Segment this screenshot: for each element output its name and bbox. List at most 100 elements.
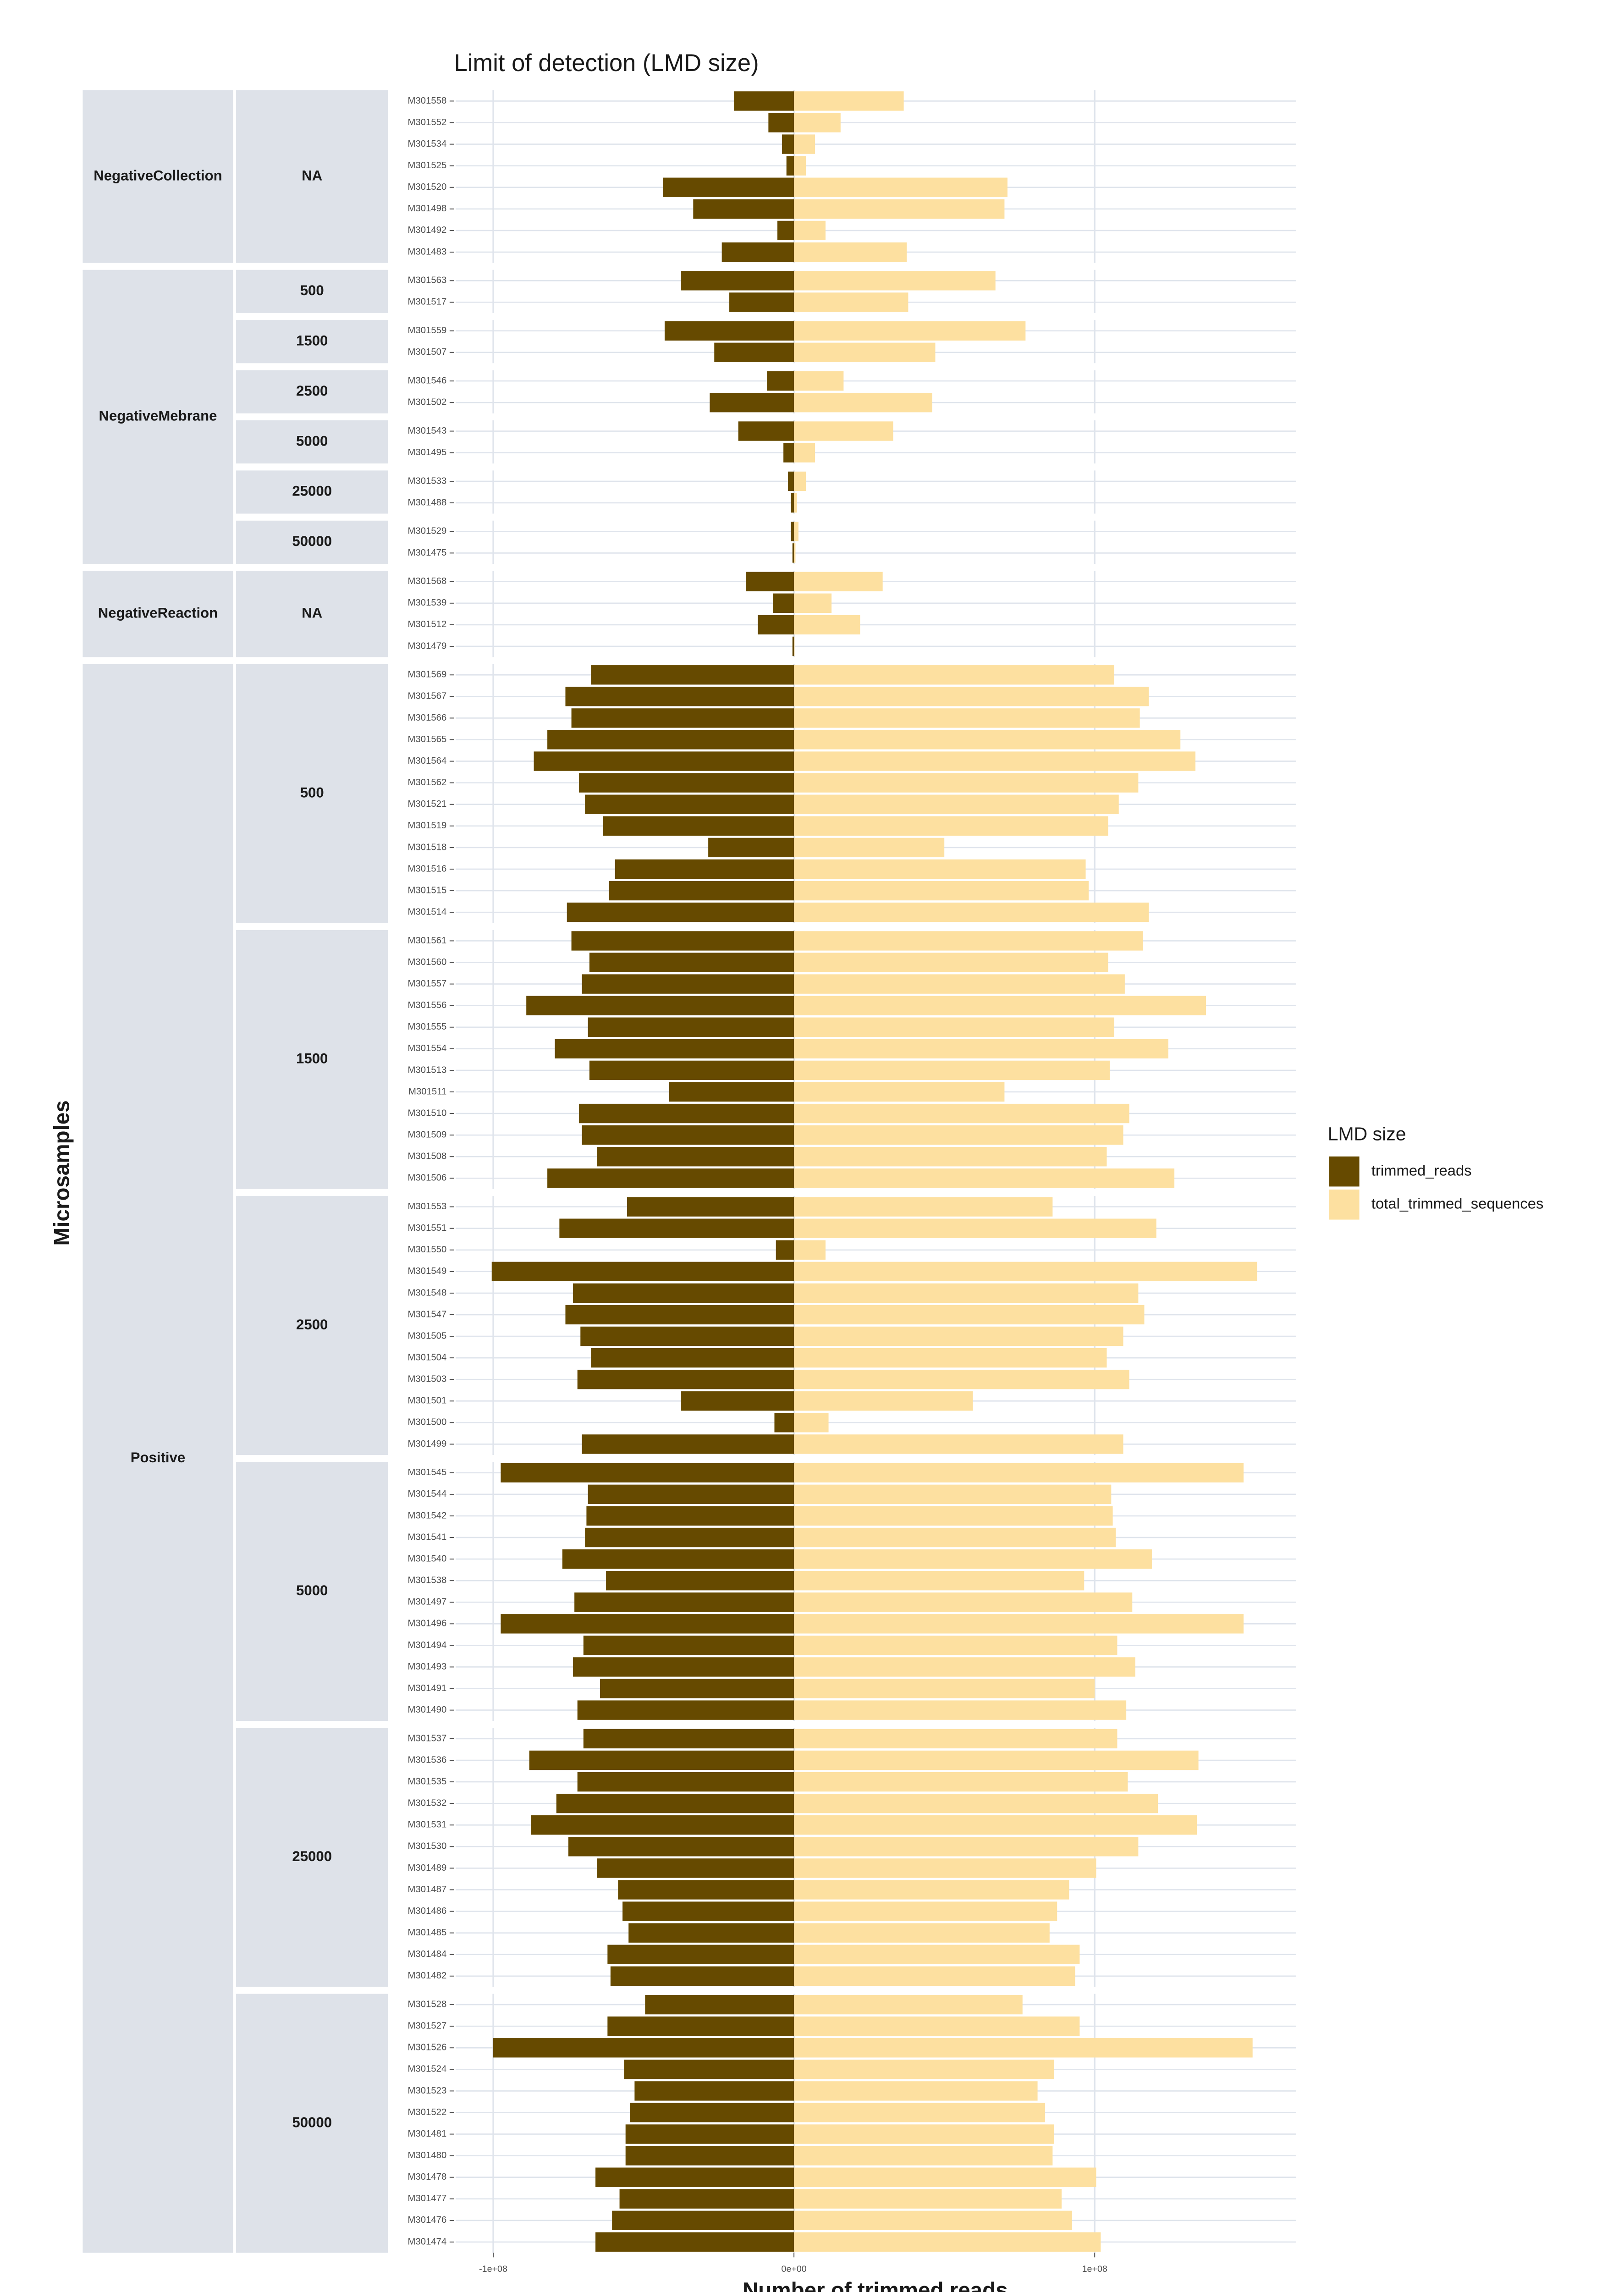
bar xyxy=(579,773,794,793)
bar xyxy=(794,1506,1113,1526)
bar xyxy=(794,1966,1075,1986)
legend-label: trimmed_reads xyxy=(1371,1162,1472,1179)
bar xyxy=(595,2167,794,2187)
y-tick-label: M301475 xyxy=(408,548,447,558)
y-tick-label: M301565 xyxy=(408,734,447,744)
y-tick-label: M301483 xyxy=(408,247,447,257)
bar xyxy=(794,199,1005,219)
bar xyxy=(794,730,1181,749)
bar xyxy=(585,794,794,814)
y-tick-label: M301511 xyxy=(408,1086,446,1096)
y-tick-label: M301539 xyxy=(408,598,447,608)
bar xyxy=(794,2146,1053,2165)
bar xyxy=(794,572,883,591)
bar xyxy=(603,816,794,836)
bar xyxy=(794,113,841,132)
bar xyxy=(794,794,1119,814)
bar xyxy=(794,902,1149,922)
legend-key xyxy=(1329,1189,1360,1220)
bar xyxy=(714,342,794,362)
bar xyxy=(794,421,893,441)
bar xyxy=(794,881,1089,901)
bar xyxy=(794,1413,829,1432)
y-tick-label: M301519 xyxy=(408,821,447,831)
y-tick-label: M301491 xyxy=(408,1683,447,1693)
bar xyxy=(794,1348,1107,1368)
bar xyxy=(794,1945,1080,1964)
bar xyxy=(794,953,1108,972)
bar xyxy=(607,1945,794,1964)
y-tick-label: M301548 xyxy=(408,1288,447,1298)
bar xyxy=(794,1125,1123,1145)
bar xyxy=(794,2167,1096,2187)
bar xyxy=(618,1880,794,1900)
bar xyxy=(794,1326,1123,1346)
bar xyxy=(794,1168,1175,1188)
bar xyxy=(794,1463,1244,1482)
bar xyxy=(794,996,1206,1015)
bar xyxy=(721,242,794,262)
y-tick-label: M301516 xyxy=(408,864,447,874)
y-tick-label: M301499 xyxy=(408,1439,447,1449)
bar xyxy=(794,2060,1054,2079)
bar xyxy=(794,392,932,413)
bar xyxy=(794,1197,1053,1217)
bar xyxy=(794,91,904,111)
y-tick-label: M301507 xyxy=(408,347,447,357)
bar xyxy=(582,1434,794,1454)
bar xyxy=(794,615,860,635)
panel-strip xyxy=(236,370,388,413)
y-tick-label: M301567 xyxy=(408,691,447,701)
y-tick-label: M301478 xyxy=(408,2172,447,2182)
y-tick-label: M301557 xyxy=(408,979,447,989)
y-tick-label: M301550 xyxy=(408,1245,447,1255)
y-tick-label: M301564 xyxy=(408,756,447,766)
bar xyxy=(591,665,794,685)
bar xyxy=(792,636,794,656)
bar xyxy=(794,1218,1156,1238)
bar xyxy=(493,2038,794,2058)
bar xyxy=(634,2081,794,2101)
bar xyxy=(794,1060,1110,1080)
bar xyxy=(791,522,794,541)
panel-strip-label: 2500 xyxy=(296,1317,328,1333)
panel-strip xyxy=(236,320,388,364)
bar xyxy=(625,2124,794,2144)
bar xyxy=(794,1923,1050,1943)
bar xyxy=(768,113,794,132)
y-tick-label: M301526 xyxy=(408,2043,447,2053)
panel-strip xyxy=(236,90,388,263)
bar xyxy=(794,1017,1114,1037)
bar xyxy=(612,2210,794,2231)
y-tick-label: M301518 xyxy=(408,842,447,852)
bar xyxy=(758,615,794,635)
y-tick-label: M301525 xyxy=(408,160,447,171)
bar xyxy=(773,593,794,613)
y-tick-label: M301502 xyxy=(408,397,447,408)
bar xyxy=(630,2103,794,2122)
bar xyxy=(501,1463,794,1482)
bar xyxy=(571,708,794,728)
bar xyxy=(794,1039,1168,1059)
bar xyxy=(794,1679,1095,1698)
y-tick-label: M301529 xyxy=(408,526,447,536)
bar xyxy=(794,665,1114,685)
y-tick-label: M301536 xyxy=(408,1755,447,1765)
y-tick-label: M301517 xyxy=(408,297,447,307)
panel-strip-label: 500 xyxy=(300,784,324,800)
y-tick-label: M301477 xyxy=(408,2193,447,2204)
bar xyxy=(794,1793,1158,1813)
panel-strip xyxy=(236,1728,388,1987)
bar xyxy=(777,220,794,241)
bar xyxy=(794,931,1143,951)
y-tick-label: M301510 xyxy=(408,1108,447,1118)
y-tick-label: M301489 xyxy=(408,1863,447,1873)
y-tick-label: M301474 xyxy=(408,2237,447,2247)
y-tick-label: M301496 xyxy=(408,1619,447,1629)
bar xyxy=(794,1837,1139,1857)
y-tick-label: M301493 xyxy=(408,1662,447,1672)
bar xyxy=(794,1614,1244,1634)
bar xyxy=(573,1283,794,1303)
bar xyxy=(794,1147,1107,1167)
bar xyxy=(786,156,794,176)
